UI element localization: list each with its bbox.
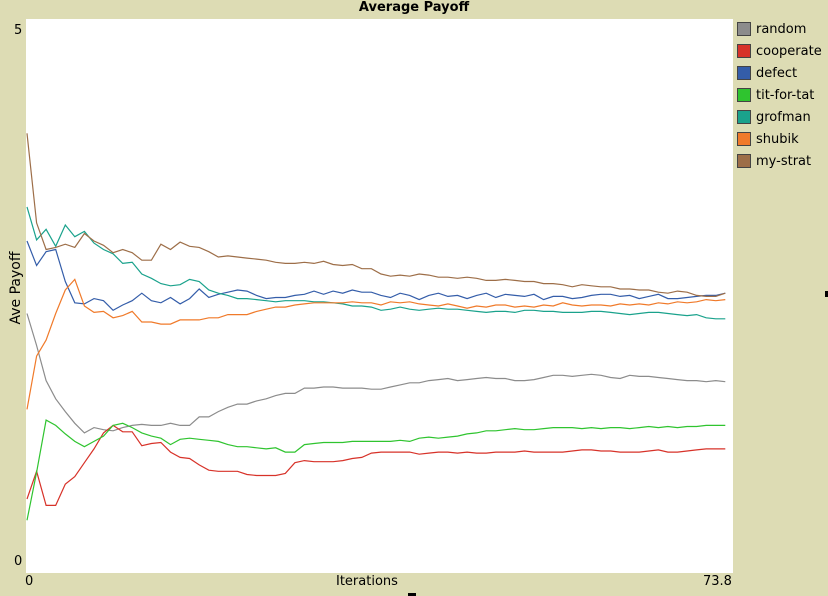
resize-handle-bottom[interactable]	[408, 593, 416, 596]
legend-item-my-strat: my-strat	[737, 150, 828, 172]
series-line-my-strat	[26, 133, 726, 297]
line-chart	[26, 133, 726, 521]
legend-label: cooperate	[756, 43, 822, 59]
legend-item-shubik: shubik	[737, 128, 828, 150]
y-tick-max: 5	[14, 23, 23, 38]
legend-label: defect	[756, 65, 798, 81]
plot-area	[26, 19, 733, 573]
legend-label: grofman	[756, 109, 811, 125]
legend-swatch	[737, 110, 751, 124]
x-tick-max: 73.8	[703, 574, 732, 589]
legend-item-random: random	[737, 18, 828, 40]
series-line-grofman	[26, 206, 726, 320]
legend-item-cooperate: cooperate	[737, 40, 828, 62]
legend-label: my-strat	[756, 153, 812, 169]
legend-label: tit-for-tat	[756, 87, 815, 103]
series-line-tit-for-tat	[26, 419, 726, 521]
y-axis-label: Ave Payoff	[8, 251, 24, 325]
legend-swatch	[737, 66, 751, 80]
y-tick-min: 0	[14, 554, 23, 569]
x-tick-min: 0	[25, 574, 34, 589]
series-line-defect	[26, 240, 726, 312]
legend-swatch	[737, 132, 751, 146]
legend-label: shubik	[756, 131, 799, 147]
legend-swatch	[737, 88, 751, 102]
legend-swatch	[737, 22, 751, 36]
resize-handle-right[interactable]	[825, 291, 828, 297]
x-axis-label: Iterations	[336, 574, 398, 589]
series-line-cooperate	[26, 424, 726, 506]
plot-title: Average Payoff	[358, 0, 470, 15]
legend-item-grofman: grofman	[737, 106, 828, 128]
legend: random cooperate defect tit-for-tat grof…	[737, 18, 828, 172]
legend-label: random	[756, 21, 807, 37]
series-line-random	[26, 313, 726, 434]
series-line-shubik	[26, 278, 726, 410]
legend-item-defect: defect	[737, 62, 828, 84]
legend-item-tit-for-tat: tit-for-tat	[737, 84, 828, 106]
legend-swatch	[737, 154, 751, 168]
legend-swatch	[737, 44, 751, 58]
